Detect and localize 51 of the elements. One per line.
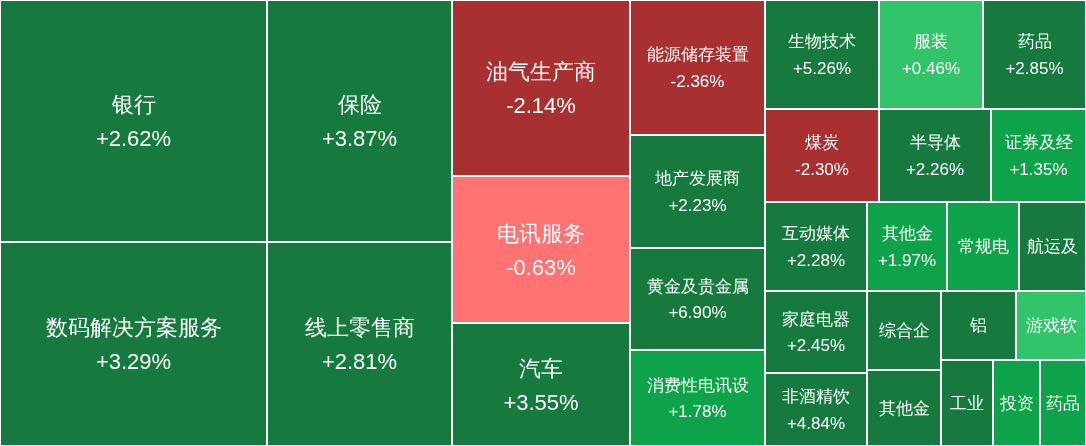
data-label: +5.26% bbox=[792, 58, 852, 78]
category-label: 银行 bbox=[110, 92, 156, 117]
category-label: 药品 bbox=[1046, 393, 1080, 413]
category-label: 其他金 bbox=[878, 398, 930, 418]
data-label: +2.26% bbox=[905, 159, 965, 179]
category-label: 服装 bbox=[914, 32, 948, 52]
category-label: 非酒精饮 bbox=[782, 387, 850, 407]
category-label: 煤炭 bbox=[805, 133, 839, 153]
data-label: -0.63% bbox=[506, 254, 576, 280]
data-label: +2.45% bbox=[786, 336, 846, 356]
category-label: 药品 bbox=[1017, 32, 1052, 52]
category-label: 汽车 bbox=[519, 355, 563, 381]
category-label: 工业 bbox=[950, 393, 984, 413]
category-label: 常规电 bbox=[957, 237, 1009, 256]
category-label: 家庭电器 bbox=[782, 309, 850, 329]
data-label: +1.78% bbox=[668, 402, 727, 422]
category-label: 证券及经 bbox=[1004, 133, 1073, 153]
data-label: +6.90% bbox=[668, 303, 727, 323]
category-label: 能源储存装置 bbox=[646, 45, 749, 65]
data-label: -2.14% bbox=[506, 93, 576, 119]
data-label: +2.23% bbox=[668, 195, 727, 215]
category-label: 游戏软 bbox=[1025, 316, 1077, 335]
category-label: 生物技术 bbox=[788, 32, 856, 52]
data-label: +3.55% bbox=[503, 389, 579, 415]
data-label: +1.97% bbox=[877, 250, 937, 270]
category-label: 黄金及贵金属 bbox=[646, 276, 749, 296]
category-label: 电讯服务 bbox=[497, 220, 585, 246]
category-label: 保险 bbox=[337, 92, 382, 117]
data-label: +3.87% bbox=[321, 126, 398, 152]
data-label: +2.62% bbox=[95, 126, 172, 152]
data-label: -2.30% bbox=[795, 159, 849, 179]
category-label: 铝 bbox=[969, 316, 987, 335]
category-label: 地产发展商 bbox=[654, 169, 740, 189]
data-label: +4.84% bbox=[786, 413, 846, 433]
data-label: +2.85% bbox=[1005, 58, 1064, 78]
category-label: 半导体 bbox=[909, 133, 961, 153]
data-label: +2.28% bbox=[786, 250, 846, 270]
category-label: 数码解决方案服务 bbox=[45, 315, 222, 340]
data-label: +0.46% bbox=[901, 58, 961, 78]
data-label: +3.29% bbox=[95, 349, 172, 375]
category-label: 投资 bbox=[998, 393, 1034, 413]
category-label: 油气生产商 bbox=[486, 59, 596, 84]
category-label: 消费性电讯设 bbox=[646, 375, 749, 395]
category-label: 综合企 bbox=[878, 321, 930, 340]
data-label: +1.35% bbox=[1009, 159, 1068, 179]
category-label: 其他金 bbox=[881, 224, 933, 244]
category-label: 线上零售商 bbox=[304, 315, 415, 340]
data-label: +2.81% bbox=[321, 349, 398, 375]
category-label: 航运及 bbox=[1027, 237, 1078, 256]
data-label: -2.36% bbox=[670, 71, 725, 91]
category-label: 互动媒体 bbox=[782, 224, 850, 244]
